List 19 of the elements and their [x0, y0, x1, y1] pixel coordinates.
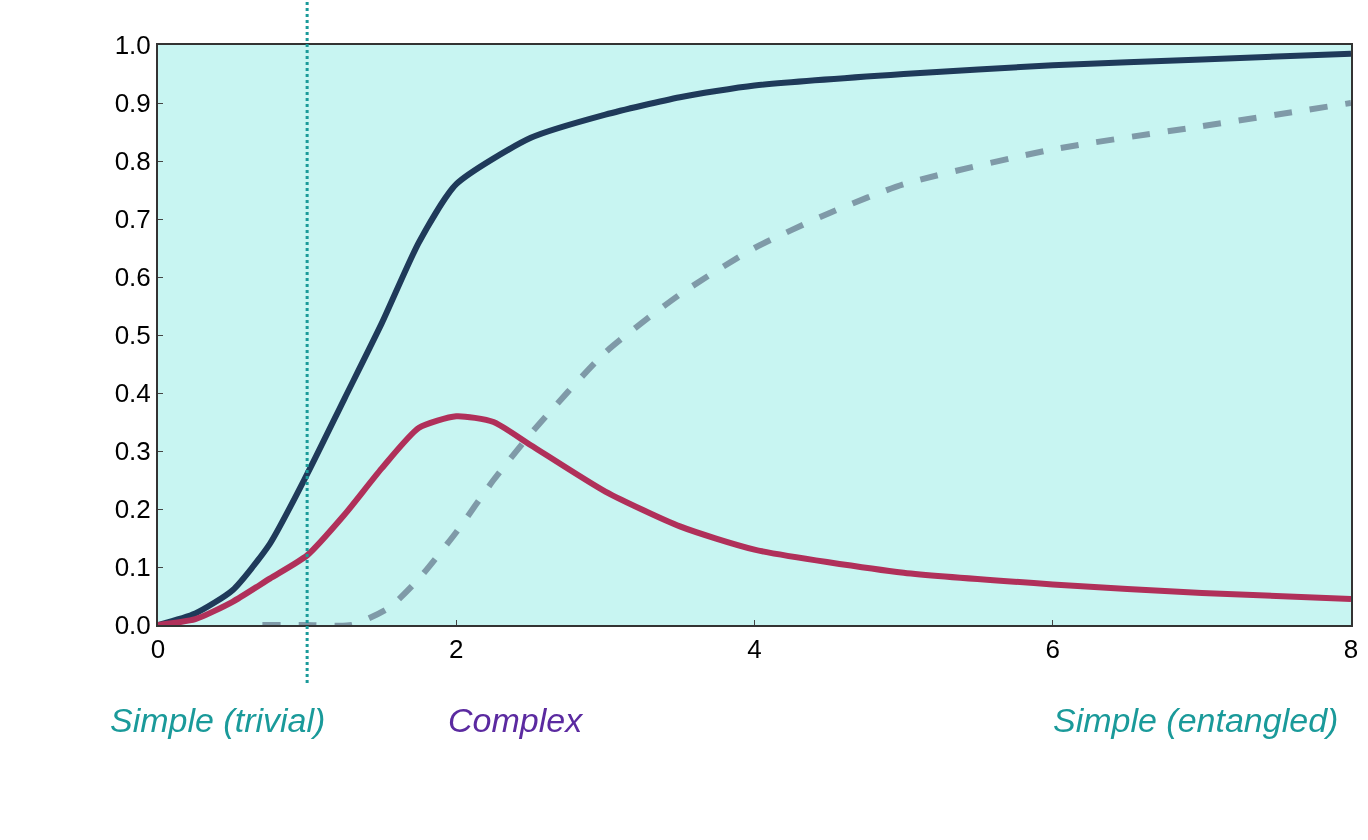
y-tick-label: 0.0: [114, 610, 151, 641]
y-tick-label: 0.8: [114, 146, 151, 177]
y-tick-label: 0.2: [114, 494, 151, 525]
y-tick-label: 1.0: [114, 30, 151, 61]
y-tick-label: 0.6: [114, 262, 151, 293]
x-tick-label: 6: [1045, 634, 1060, 665]
y-tick-label: 0.1: [114, 552, 151, 583]
x-tick-label: 8: [1343, 634, 1359, 665]
y-tick-label: 0.5: [114, 320, 151, 351]
y-tick-label: 0.9: [114, 88, 151, 119]
y-tick-label: 0.7: [114, 204, 151, 235]
y-tick-label: 0.3: [114, 436, 151, 467]
x-tick-label: 2: [449, 634, 464, 665]
x-tick-label: 4: [747, 634, 762, 665]
text: Simple (entangled): [1053, 701, 1339, 739]
y-tick-label: 0.4: [114, 378, 151, 409]
text: Complex: [448, 701, 584, 739]
x-tick-label: 0: [150, 634, 166, 665]
text: Simple (trivial): [110, 701, 326, 739]
